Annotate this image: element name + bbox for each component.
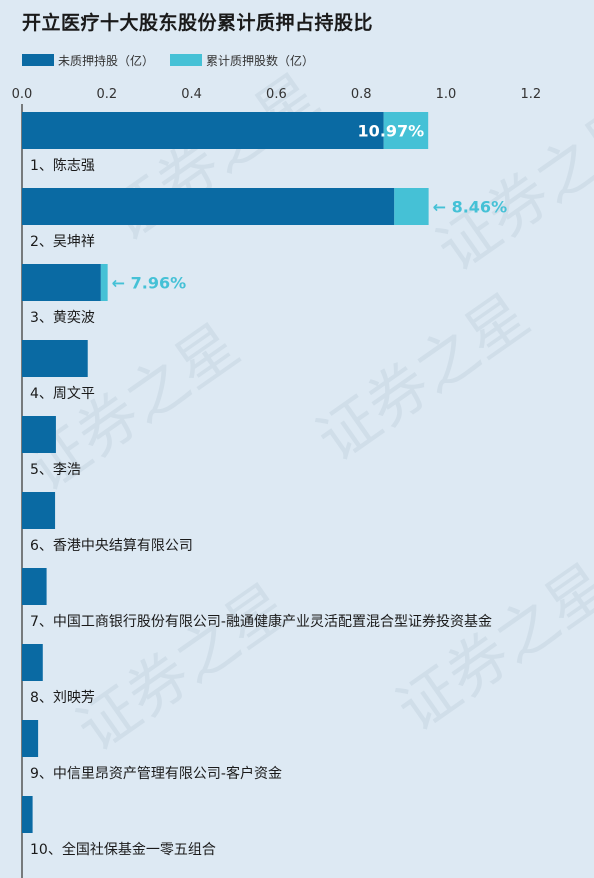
bar-unpledged <box>22 112 384 149</box>
legend-label-pledged: 累计质押股数（亿） <box>206 53 315 68</box>
category-label: 8、刘映芳 <box>30 689 95 706</box>
legend-label-unpledged: 未质押持股（亿） <box>58 53 155 68</box>
bar-unpledged <box>22 492 56 529</box>
bar-unpledged <box>22 796 33 833</box>
x-tick-label: 1.0 <box>436 87 457 102</box>
x-tick-label: 0.2 <box>96 87 117 102</box>
data-label: 10.97% <box>358 122 425 141</box>
bar-pledged <box>383 112 429 149</box>
category-label: 2、吴坤祥 <box>30 234 95 250</box>
bar-unpledged <box>22 188 395 225</box>
chart-title: 开立医疗十大股东股份累计质押占持股比 <box>22 12 374 34</box>
legend-swatch-pledged <box>170 54 203 66</box>
category-label: 6、香港中央结算有限公司 <box>30 538 193 554</box>
bar-unpledged <box>22 720 39 757</box>
data-label: ← 8.46% <box>433 198 507 217</box>
bar-unpledged <box>22 416 56 453</box>
bar-pledged <box>100 264 108 301</box>
category-label: 3、黄奕波 <box>30 309 95 326</box>
x-tick-label: 0.0 <box>12 87 33 102</box>
bar-unpledged <box>22 568 47 605</box>
x-tick-label: 1.2 <box>520 87 541 102</box>
category-label: 10、全国社保基金一零五组合 <box>30 841 216 858</box>
legend-item-unpledged: 未质押持股（亿） <box>22 52 154 69</box>
chart-legend: 未质押持股（亿） 累计质押股数（亿） <box>22 52 330 68</box>
data-label: ← 7.96% <box>112 274 186 293</box>
category-label: 7、中国工商银行股份有限公司-融通健康产业灵活配置混合型证券投资基金 <box>30 613 492 630</box>
x-tick-label: 0.8 <box>351 87 372 102</box>
category-label: 5、李浩 <box>30 462 81 478</box>
bar-unpledged <box>22 340 88 377</box>
category-label: 4、周文平 <box>30 386 95 402</box>
category-label: 1、陈志强 <box>30 157 95 174</box>
legend-item-pledged: 累计质押股数（亿） <box>170 52 314 69</box>
category-label: 9、中信里昂资产管理有限公司-客户资金 <box>30 765 282 782</box>
legend-swatch-unpledged <box>22 54 54 66</box>
x-tick-label: 0.6 <box>266 87 287 102</box>
bar-unpledged <box>22 264 101 301</box>
bar-pledged <box>394 188 429 225</box>
bar-unpledged <box>22 644 43 681</box>
x-tick-label: 0.4 <box>181 87 202 102</box>
